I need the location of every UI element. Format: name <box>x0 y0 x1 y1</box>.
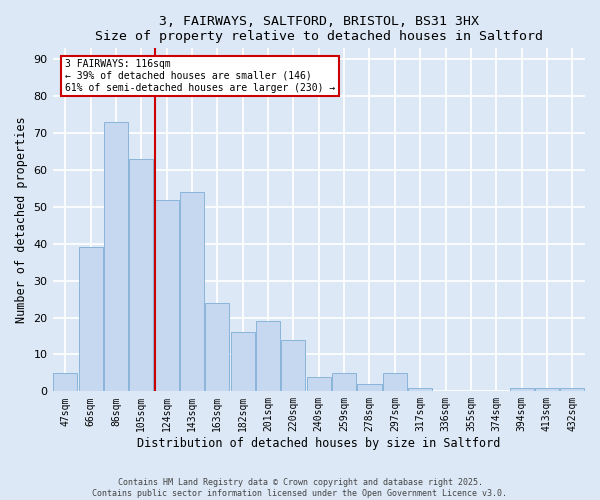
Text: 3 FAIRWAYS: 116sqm
← 39% of detached houses are smaller (146)
61% of semi-detach: 3 FAIRWAYS: 116sqm ← 39% of detached hou… <box>65 60 335 92</box>
Bar <box>205 303 229 392</box>
Bar <box>180 192 204 392</box>
Bar <box>281 340 305 392</box>
Y-axis label: Number of detached properties: Number of detached properties <box>15 116 28 323</box>
X-axis label: Distribution of detached houses by size in Saltford: Distribution of detached houses by size … <box>137 437 500 450</box>
Bar <box>307 376 331 392</box>
Bar <box>560 388 584 392</box>
Bar <box>509 388 533 392</box>
Bar <box>332 373 356 392</box>
Bar <box>129 159 154 392</box>
Bar <box>230 332 255 392</box>
Bar <box>79 248 103 392</box>
Title: 3, FAIRWAYS, SALTFORD, BRISTOL, BS31 3HX
Size of property relative to detached h: 3, FAIRWAYS, SALTFORD, BRISTOL, BS31 3HX… <box>95 15 543 43</box>
Text: Contains HM Land Registry data © Crown copyright and database right 2025.
Contai: Contains HM Land Registry data © Crown c… <box>92 478 508 498</box>
Bar <box>358 384 382 392</box>
Bar <box>383 373 407 392</box>
Bar <box>408 388 432 392</box>
Bar <box>155 200 179 392</box>
Bar <box>53 373 77 392</box>
Bar <box>535 388 559 392</box>
Bar <box>104 122 128 392</box>
Bar <box>256 322 280 392</box>
